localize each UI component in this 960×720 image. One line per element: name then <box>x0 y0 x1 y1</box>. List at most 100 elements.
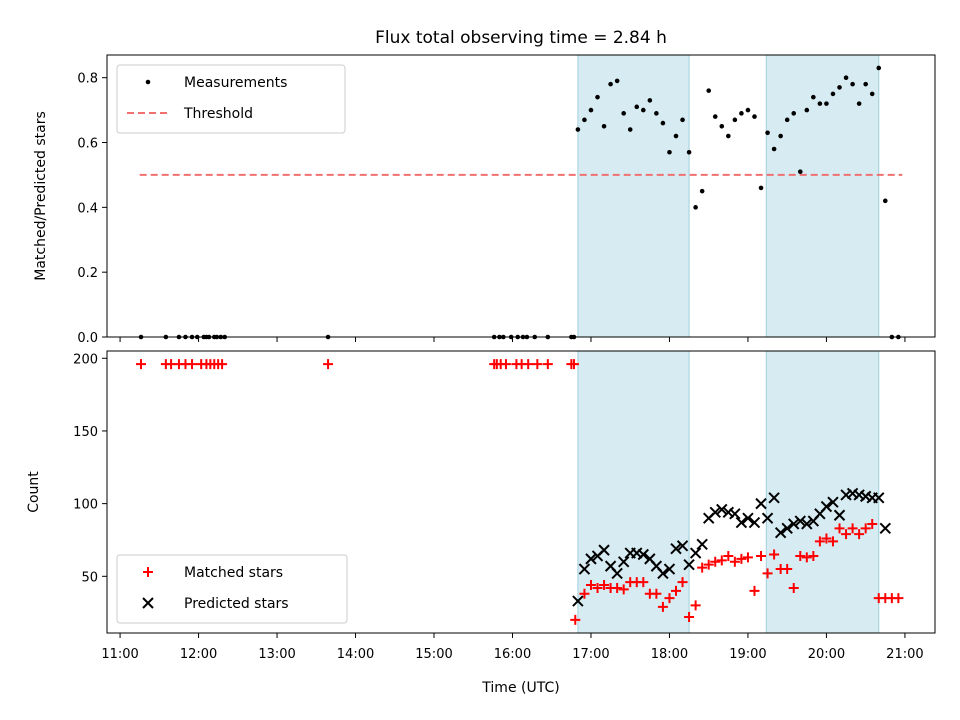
bottom-series-0-point <box>323 359 334 370</box>
bottom-series-1-point <box>833 509 846 521</box>
bottom-series-1-point <box>696 538 708 551</box>
top-series-0-point <box>850 81 855 87</box>
bottom-series-0-point <box>618 584 629 595</box>
bottom-series-0-point <box>736 553 747 564</box>
top-series-0-point <box>686 149 692 155</box>
bottom-series-1-point <box>617 556 630 568</box>
x-tick-label: 13:00 <box>258 647 295 662</box>
bottom-series-0-point <box>664 593 675 604</box>
top-series-0-point <box>614 78 620 84</box>
top-series-0-point <box>726 133 731 139</box>
top-series-0-point <box>869 91 875 97</box>
bottom-series-1-point <box>689 547 702 559</box>
bottom-series-1-point <box>788 518 800 530</box>
measurements-legend-label: Measurements <box>184 75 287 91</box>
bottom-series-0-point <box>769 549 780 560</box>
bottom-series-0-point <box>742 552 753 563</box>
bottom-series-0-point <box>788 582 799 593</box>
top-series-0-point <box>784 117 790 123</box>
bottom-series-0-point <box>762 568 773 579</box>
top-series-0-point <box>791 111 797 116</box>
top-series-0-point <box>621 111 626 116</box>
x-tick-label: 12:00 <box>180 647 217 662</box>
top-series-0-point <box>680 117 685 123</box>
bottom-series-1-point <box>676 540 689 552</box>
top-series-0-point <box>797 169 803 174</box>
top-series-0-point <box>706 88 712 93</box>
top-series-0-point <box>673 133 679 139</box>
top-y-tick-label: 0.0 <box>77 331 98 346</box>
top-series-0-point <box>634 104 640 110</box>
top-series-0-point <box>824 101 829 106</box>
threshold-legend-label: Threshold <box>183 106 253 122</box>
top-series-0-point <box>647 98 653 103</box>
top-series-0-point <box>719 124 725 129</box>
top-series-0-point <box>601 124 607 129</box>
bottom-series-1-point <box>761 512 774 524</box>
bottom-series-0-point <box>834 523 845 534</box>
top-series-0-point <box>817 101 823 106</box>
bottom-series-0-point <box>690 600 701 611</box>
bottom-series-1-point <box>879 522 892 535</box>
bottom-series-0-point <box>782 564 793 575</box>
bottom-series-1-point <box>709 506 721 519</box>
x-tick-label: 15:00 <box>415 647 452 662</box>
top-series-0-point <box>752 114 757 119</box>
top-series-0-point <box>830 91 836 97</box>
bottom-series-1-point <box>716 503 728 516</box>
bottom-y-tick-label: 150 <box>73 425 98 440</box>
measurements-legend-marker <box>145 79 151 85</box>
top-series-0-point <box>699 188 705 194</box>
top-series-0-point <box>712 114 718 119</box>
bottom-series-0-point <box>684 612 695 623</box>
top-series-0-point <box>575 127 581 132</box>
x-axis-label: Time (UTC) <box>481 680 559 696</box>
bottom-series-1-point <box>585 553 597 565</box>
top-series-0-point <box>732 117 738 123</box>
bottom-series-0-point <box>847 523 858 534</box>
top-y-tick-label: 0.6 <box>77 137 98 152</box>
x-tick-label: 18:00 <box>651 647 688 662</box>
bottom-series-1-point <box>670 542 682 555</box>
top-series-0-point <box>856 101 862 106</box>
bottom-series-0-point <box>827 536 838 547</box>
x-tick-label: 17:00 <box>572 647 609 662</box>
x-tick-label: 19:00 <box>729 647 766 662</box>
bottom-series-0-point <box>703 559 714 570</box>
bottom-series-1-point <box>735 516 748 529</box>
bottom-series-1-point <box>827 496 839 508</box>
x-tick-label: 16:00 <box>494 647 531 662</box>
bottom-series-1-point <box>755 497 767 510</box>
bottom-series-1-point <box>611 567 623 580</box>
bottom-series-1-point <box>683 558 695 571</box>
bottom-series-0-point <box>657 601 668 612</box>
bottom-series-0-point <box>808 550 819 561</box>
top-series-0-point <box>667 149 672 155</box>
bottom-series-1-point <box>774 526 787 539</box>
top-axes-frame <box>106 54 936 338</box>
predicted-stars-legend-marker <box>142 597 154 609</box>
x-tick-label: 14:00 <box>337 647 374 662</box>
bottom-series-1-point <box>801 518 813 530</box>
bottom-series-1-point <box>578 563 591 575</box>
bottom-y-tick-label: 100 <box>73 498 98 513</box>
bottom-series-0-point <box>729 556 740 567</box>
bottom-series-0-point <box>523 359 534 370</box>
bottom-series-0-point <box>795 550 806 561</box>
top-y-axis-label: Matched/Predicted stars <box>33 111 49 281</box>
bottom-series-0-point <box>671 585 682 596</box>
bottom-series-0-point <box>710 556 721 567</box>
bottom-series-0-point <box>756 550 767 561</box>
bottom-y-tick-label: 200 <box>73 352 98 367</box>
bottom-series-1-point <box>742 512 754 524</box>
bottom-series-1-point <box>637 548 650 561</box>
bottom-series-1-point <box>572 595 584 607</box>
bottom-series-0-point <box>697 562 708 573</box>
bottom-series-1-point <box>657 567 669 580</box>
x-tick-label: 11:00 <box>101 647 138 662</box>
bottom-series-0-point <box>723 550 734 561</box>
top-series-0-point <box>608 81 613 87</box>
top-series-0-point <box>745 107 751 113</box>
bottom-series-0-point <box>860 523 871 534</box>
